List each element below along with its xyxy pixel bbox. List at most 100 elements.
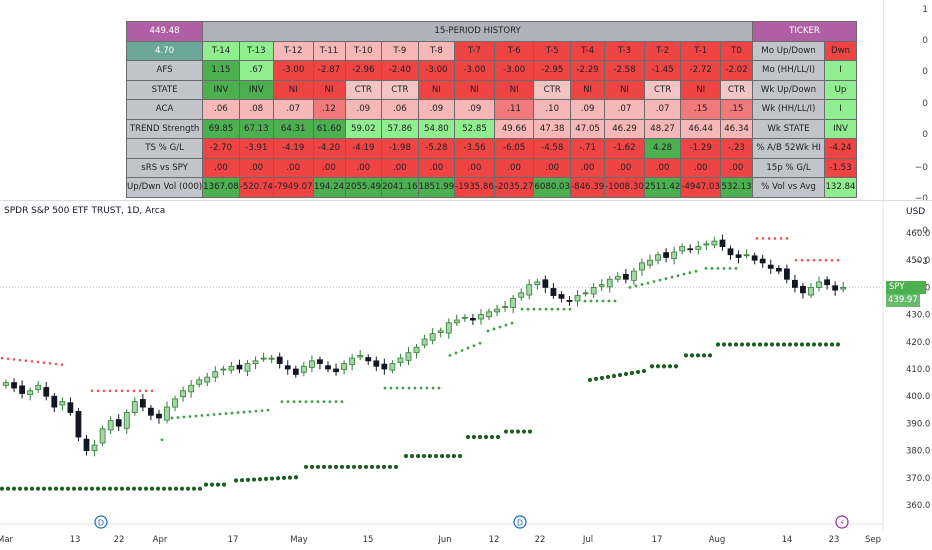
value-cell: -3.91 xyxy=(238,138,274,159)
candle xyxy=(775,267,782,272)
dark-green-dot xyxy=(209,482,215,487)
green-dot xyxy=(254,409,258,413)
right-label-cell: Wk (HH/LL/I) xyxy=(752,99,825,120)
candle xyxy=(107,420,114,431)
dark-green-dot xyxy=(509,429,515,434)
value-cell: .00 xyxy=(454,157,495,178)
event-marker[interactable] xyxy=(513,515,527,529)
dark-green-dot xyxy=(623,371,629,377)
currency-label[interactable]: USD xyxy=(906,207,926,217)
period-label-cell: 4.70 xyxy=(125,40,204,61)
value-cell: .00 xyxy=(312,157,346,178)
value-cell: -2.96 xyxy=(344,60,383,81)
event-marker[interactable] xyxy=(94,515,108,529)
period-header-cell: T-12 xyxy=(272,40,314,61)
dark-green-dot xyxy=(161,486,167,491)
red-dot xyxy=(6,357,10,361)
value-cell: NI xyxy=(493,79,535,100)
time-axis-label: Apr xyxy=(153,535,168,545)
price-axis-tick: 360.0 xyxy=(906,501,930,511)
dark-green-dot xyxy=(527,429,533,434)
value-cell: .00 xyxy=(643,157,682,178)
green-dot xyxy=(498,325,502,329)
chart-title: SPDR S&P 500 ETF TRUST, 1D, Arca xyxy=(4,206,166,216)
dark-green-dot xyxy=(47,486,53,491)
period-header-cell: T-10 xyxy=(344,40,383,61)
dark-green-dot xyxy=(673,364,679,369)
dark-green-dot xyxy=(587,377,593,382)
value-cell: -4.20 xyxy=(312,138,346,159)
right-value-cell: INV xyxy=(824,118,857,139)
price-chart[interactable]: 460.0450.0440.0430.0420.0410.0400.0390.0… xyxy=(0,201,932,550)
candle xyxy=(751,255,758,261)
green-dot xyxy=(466,346,470,350)
history-title-cell: 15-PERIOD HISTORY xyxy=(202,21,753,42)
green-dot xyxy=(562,307,566,311)
candle xyxy=(598,284,605,287)
value-cell: .00 xyxy=(238,157,274,178)
dark-green-dot xyxy=(29,486,35,491)
red-dot xyxy=(812,258,816,262)
dark-green-dot xyxy=(451,453,457,459)
green-dot xyxy=(218,412,222,416)
candle xyxy=(453,319,460,324)
value-cell: 46.29 xyxy=(604,118,645,139)
green-dot xyxy=(383,386,387,390)
red-dot xyxy=(794,258,798,262)
value-cell: CTR xyxy=(720,79,753,100)
dark-green-dot xyxy=(107,486,113,491)
price-axis-tick: 450.0 xyxy=(906,256,930,266)
green-dot xyxy=(670,275,674,279)
value-cell: .00 xyxy=(533,157,571,178)
value-cell: .00 xyxy=(272,157,314,178)
dark-green-dot xyxy=(173,486,179,491)
value-cell: 532.13 xyxy=(720,177,753,198)
red-dot xyxy=(806,258,810,262)
green-dot xyxy=(248,410,252,413)
candle xyxy=(639,262,645,271)
green-dot xyxy=(664,277,668,280)
green-dot xyxy=(613,299,617,303)
value-cell: 69.85 xyxy=(202,118,240,139)
candle xyxy=(614,276,621,280)
green-dot xyxy=(716,266,720,270)
value-cell: 49.66 xyxy=(493,118,535,139)
row-label-cell: AFS xyxy=(125,60,204,81)
candle xyxy=(43,387,50,397)
time-axis-label: Jul xyxy=(582,535,593,545)
value-cell: INV xyxy=(202,79,240,100)
event-marker-label: ⚡ xyxy=(839,519,845,528)
candle xyxy=(582,292,589,295)
dark-green-dot xyxy=(339,464,345,470)
green-dot xyxy=(601,299,605,303)
value-cell: .07 xyxy=(604,99,645,120)
price-axis-tick: 370.0 xyxy=(906,474,930,484)
green-dot xyxy=(704,266,708,270)
dark-green-dot xyxy=(415,453,421,459)
value-cell: 1367.08 xyxy=(202,177,240,198)
value-cell: 2511.42 xyxy=(643,177,682,198)
value-cell: -846.39 xyxy=(569,177,606,198)
dark-green-dot xyxy=(483,434,489,440)
green-dot xyxy=(658,278,662,282)
red-dot xyxy=(126,389,130,393)
candle xyxy=(325,365,331,370)
dark-green-dot xyxy=(221,482,227,487)
value-cell: CTR xyxy=(381,79,419,100)
dark-green-dot xyxy=(739,342,745,347)
dark-green-dot xyxy=(251,477,257,482)
pane-separator[interactable] xyxy=(0,200,932,201)
candle xyxy=(357,354,364,358)
dark-green-dot xyxy=(477,434,483,440)
value-cell: -2.40 xyxy=(381,60,419,81)
candle xyxy=(735,254,742,258)
dark-green-dot xyxy=(35,486,41,491)
candle xyxy=(413,346,420,354)
value-cell: CTR xyxy=(344,79,383,100)
dark-green-dot xyxy=(787,342,793,347)
event-marker[interactable] xyxy=(835,515,849,529)
candle xyxy=(542,279,549,288)
value-cell: .00 xyxy=(381,157,419,178)
right-label-cell: % A/B 52Wk HI xyxy=(752,138,825,159)
green-dot xyxy=(188,415,192,418)
